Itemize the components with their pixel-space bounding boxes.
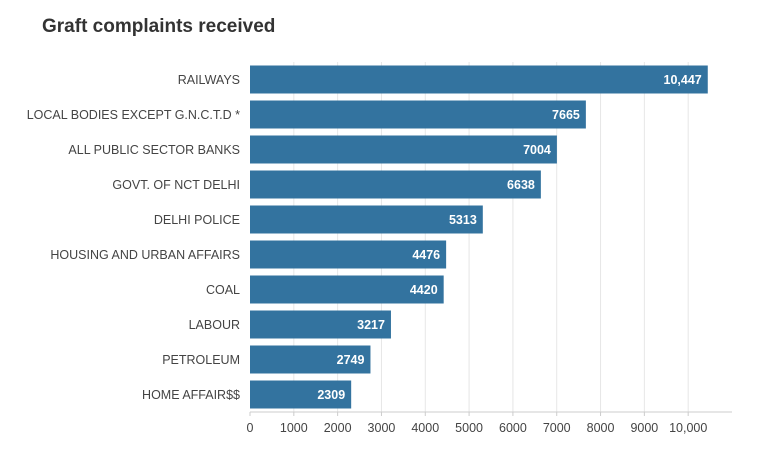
x-tick-label: 10,000 (669, 421, 707, 435)
bar-value-label: 2309 (317, 388, 345, 402)
bar-value-label: 7665 (552, 108, 580, 122)
category-label: HOME AFFAIR$$ (142, 388, 240, 402)
category-labels: RAILWAYS LOCAL BODIES EXCEPT G.N.C.T.D * A… (27, 73, 240, 402)
bar-value-label: 3217 (357, 318, 385, 332)
x-tick-label: 7000 (543, 421, 571, 435)
category-label: DELHI POLICE (154, 213, 240, 227)
bar (250, 345, 371, 374)
category-label: PETROLEUM (162, 353, 240, 367)
bar (250, 170, 541, 199)
category-label: COAL (206, 283, 240, 297)
category-label: RAILWAYS (178, 73, 240, 87)
category-label: HOUSING AND URBAN AFFAIRS (50, 248, 240, 262)
x-tick-label: 1000 (280, 421, 308, 435)
x-tick-label: 6000 (499, 421, 527, 435)
x-tick-label: 4000 (411, 421, 439, 435)
bar (250, 135, 557, 164)
category-label: LOCAL BODIES EXCEPT G.N.C.T.D * (27, 108, 240, 122)
category-label: ALL PUBLIC SECTOR BANKS (68, 143, 240, 157)
bar-value-label: 4420 (410, 283, 438, 297)
x-tick-label: 5000 (455, 421, 483, 435)
bar (250, 380, 352, 409)
bar-value-label: 6638 (507, 178, 535, 192)
bar (250, 65, 708, 94)
bars: 10,447 7665 7004 6638 5313 4476 4420 3217 2749 23… (250, 65, 708, 409)
x-tick-label: 0 (247, 421, 254, 435)
bar (250, 100, 586, 129)
category-label: LABOUR (189, 318, 240, 332)
bar (250, 205, 483, 234)
bar (250, 275, 444, 304)
x-tick-label: 3000 (368, 421, 396, 435)
bar (250, 310, 391, 339)
x-axis: 0 1000 2000 3000 4000 5000 6000 7000 8000 9000 10,… (247, 411, 732, 435)
x-tick-label: 8000 (587, 421, 615, 435)
x-tick-label: 2000 (324, 421, 352, 435)
bar (250, 240, 447, 269)
bar-value-label: 5313 (449, 213, 477, 227)
grid-lines (293, 62, 689, 412)
bar-value-label: 2749 (337, 353, 365, 367)
x-tick-label: 9000 (630, 421, 658, 435)
category-label: GOVT. OF NCT DELHI (112, 178, 240, 192)
chart-title: Graft complaints received (42, 16, 276, 37)
bar-value-label: 10,447 (664, 73, 702, 87)
bar-value-label: 4476 (412, 248, 440, 262)
bar-value-label: 7004 (523, 143, 551, 157)
